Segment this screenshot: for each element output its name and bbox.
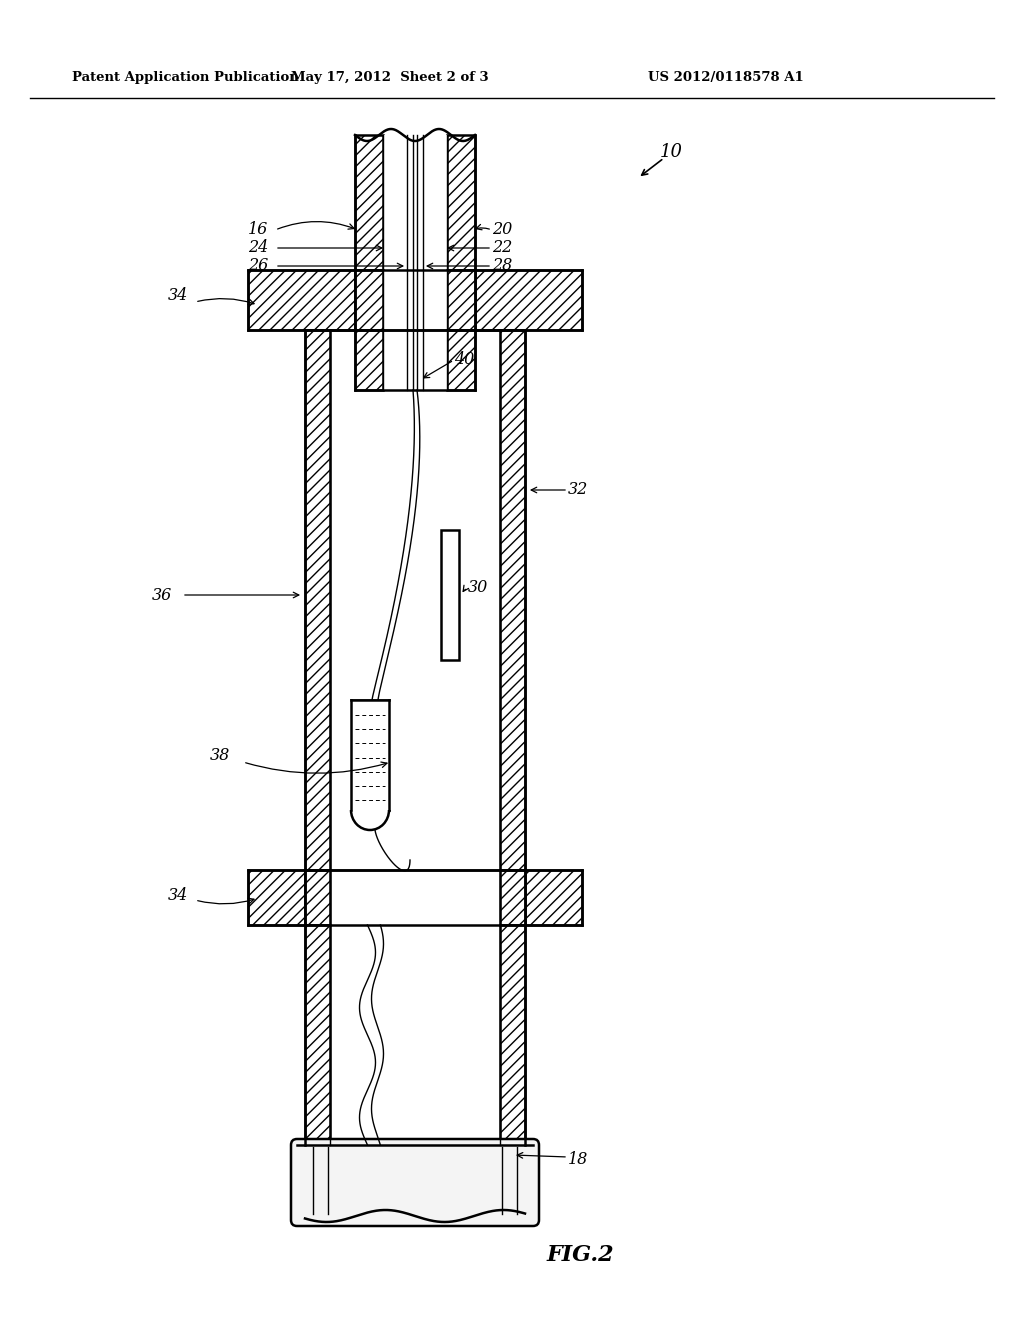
Text: 18: 18 [568,1151,588,1168]
Text: US 2012/0118578 A1: US 2012/0118578 A1 [648,71,804,84]
Bar [248,870,305,925]
Bar [447,271,475,330]
Bar [441,531,459,660]
Bar [475,271,582,330]
Bar [355,330,383,389]
Text: 10: 10 [660,143,683,161]
Text: 28: 28 [492,257,512,275]
Text: 20: 20 [492,222,512,239]
Text: 34: 34 [168,887,188,903]
Text: 32: 32 [568,482,588,499]
Text: 26: 26 [248,257,268,275]
Bar [383,135,447,271]
FancyBboxPatch shape [291,1139,539,1226]
Bar [447,135,475,271]
Bar [525,870,582,925]
Bar [351,700,389,810]
Bar [305,925,330,1144]
Text: 36: 36 [152,586,172,603]
Bar [349,700,391,810]
Text: Patent Application Publication: Patent Application Publication [72,71,299,84]
Bar [248,271,355,330]
Ellipse shape [351,789,389,830]
Text: FIG.2: FIG.2 [547,1243,614,1266]
Bar [355,135,383,271]
Bar [355,271,383,330]
Bar [447,330,475,389]
Bar [383,271,447,330]
Text: 16: 16 [248,222,268,239]
Text: 34: 34 [168,286,188,304]
Bar [500,925,525,1144]
Bar [305,870,330,925]
Text: 40: 40 [454,351,474,368]
Text: 38: 38 [210,747,230,763]
Text: 22: 22 [492,239,512,256]
Text: May 17, 2012  Sheet 2 of 3: May 17, 2012 Sheet 2 of 3 [291,71,488,84]
Text: 24: 24 [248,239,268,256]
Text: 30: 30 [468,579,488,597]
Bar [500,330,525,870]
Bar [383,330,447,389]
Bar [305,330,330,870]
Bar [500,870,525,925]
